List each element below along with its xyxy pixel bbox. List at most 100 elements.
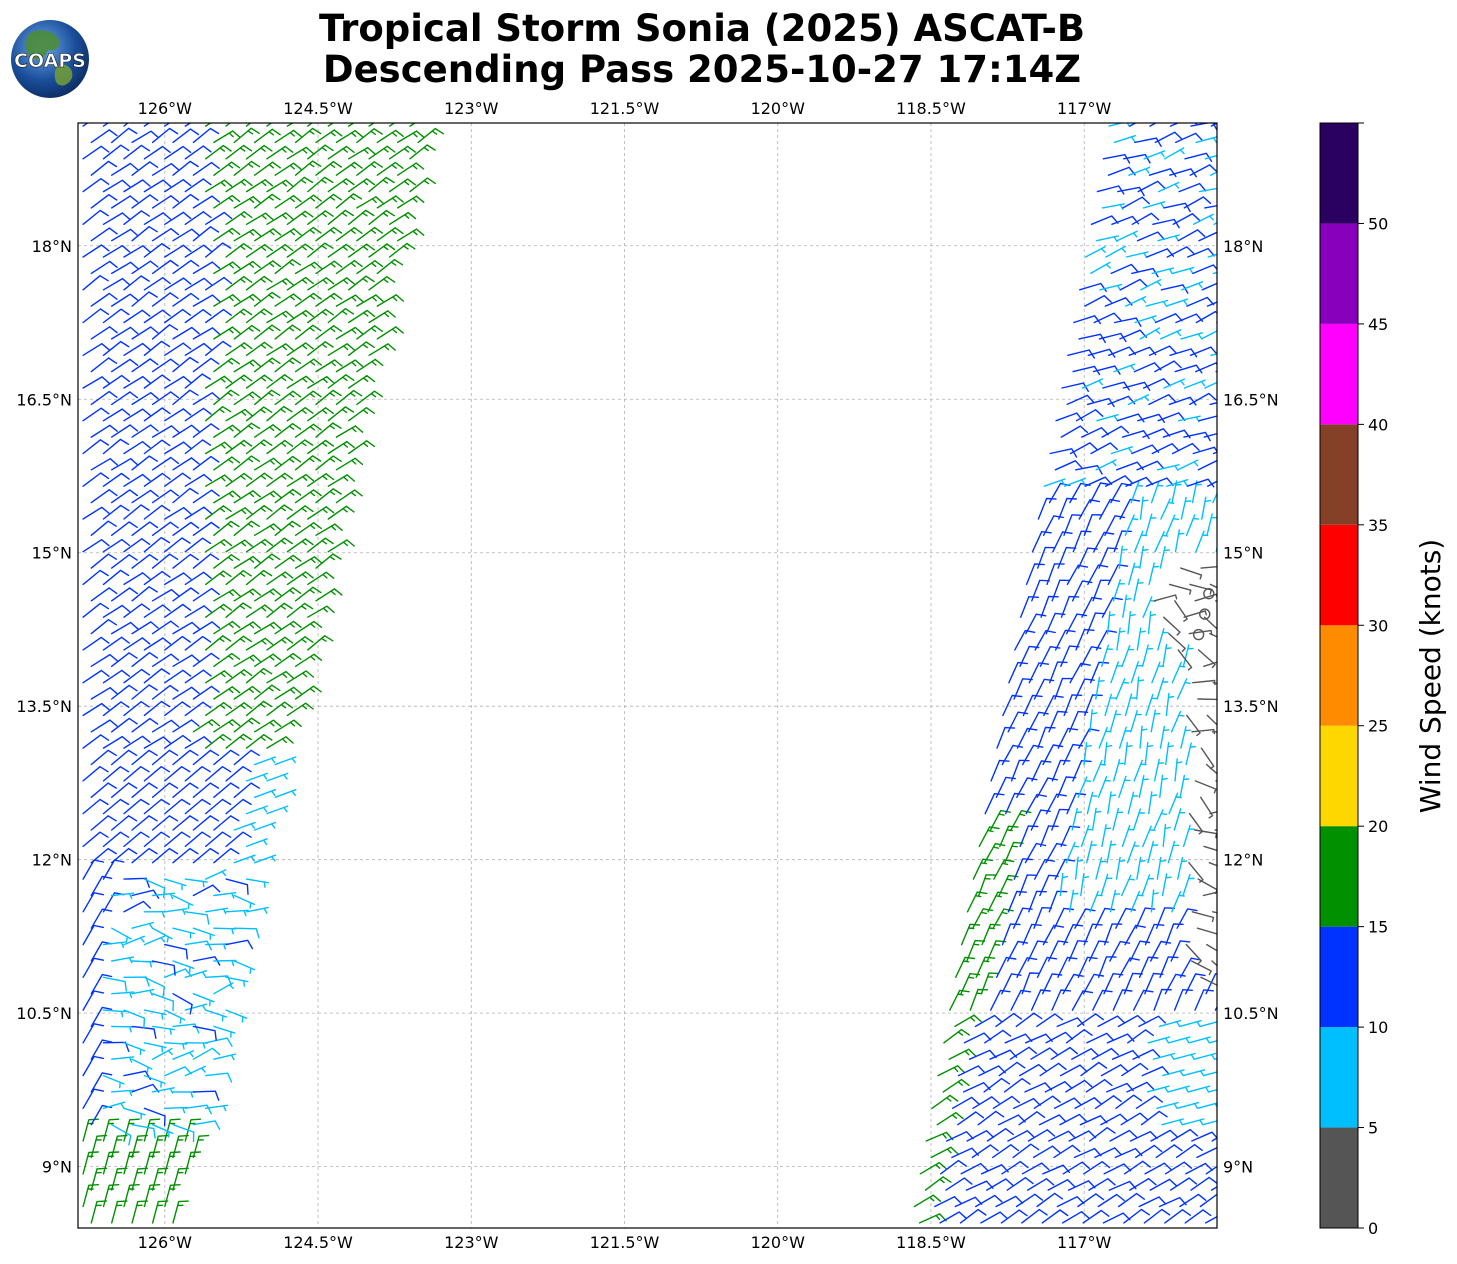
wind-barb: [102, 374, 130, 389]
wind-barb: [1195, 136, 1217, 144]
wind-barb: [266, 772, 289, 782]
wind-barb: [1201, 496, 1211, 520]
wind-barb: [409, 177, 436, 193]
wind-barb: [307, 341, 334, 356]
wind-barb: [143, 878, 166, 899]
wind-barb: [1084, 295, 1112, 307]
wind-barb: [1121, 824, 1135, 848]
wind-barb: [1095, 857, 1107, 880]
wind-barb: [184, 701, 212, 717]
wind-barb: [1171, 266, 1195, 275]
wind-barb: [356, 196, 384, 209]
wind-barb: [274, 228, 302, 242]
wind-barb: [143, 439, 171, 455]
wind-barb: [1154, 531, 1169, 553]
wind-barb: [949, 989, 970, 1011]
wind-barb: [213, 326, 241, 340]
wind-barb: [327, 209, 354, 225]
wind-barb: [1115, 907, 1136, 929]
wind-barb: [245, 212, 274, 225]
wind-barb: [1116, 413, 1145, 423]
wind-barb: [143, 340, 171, 356]
wind-barb: [1117, 186, 1145, 197]
wind-barb: [82, 343, 110, 356]
wind-barb: [90, 553, 117, 569]
wind-barb: [90, 1104, 113, 1126]
lat-label-right: 13.5°N: [1223, 697, 1279, 716]
wind-barb: [225, 276, 253, 291]
wind-barb: [376, 294, 405, 307]
wind-barb: [1139, 496, 1149, 520]
wind-barb: [205, 670, 233, 684]
wind-barb: [1125, 296, 1147, 307]
wind-barb: [1071, 580, 1093, 602]
wind-barb: [975, 1194, 1003, 1208]
lat-label-left: 10.5°N: [16, 1004, 72, 1023]
wind-barb: [992, 1144, 1020, 1159]
wind-barb: [1164, 1161, 1193, 1175]
wind-barb: [1094, 1095, 1122, 1109]
wind-barb: [1209, 583, 1217, 589]
wind-barb: [1057, 727, 1079, 749]
wind-barb: [327, 440, 355, 455]
wind-barb: [1185, 514, 1200, 536]
wind-barb: [1191, 480, 1202, 504]
wind-barb: [1165, 742, 1174, 766]
wind-barb: [274, 686, 302, 700]
wind-barb: [286, 571, 314, 586]
wind-barb: [172, 228, 200, 242]
wind-barb: [233, 821, 256, 831]
wind-barb: [1163, 202, 1191, 213]
wind-barb: [213, 389, 240, 406]
wind-barb: [233, 160, 261, 176]
wind-barb: [376, 259, 404, 275]
wind-barb: [1214, 1057, 1217, 1060]
wind-barb: [1192, 446, 1217, 455]
wind-barb: [1115, 856, 1126, 880]
wind-barb: [1086, 1032, 1115, 1044]
wind-barb: [1140, 1110, 1168, 1126]
wind-barb: [192, 489, 220, 504]
wind-barb: [225, 243, 253, 258]
colorbar-bin: [1320, 1027, 1358, 1128]
wind-barb: [151, 292, 179, 307]
wind-barb: [111, 956, 135, 964]
wind-barb: [1047, 1179, 1076, 1191]
wind-barb: [123, 1118, 140, 1142]
wind-barb: [184, 1042, 208, 1049]
wind-barb: [286, 602, 314, 618]
wind-barb: [335, 294, 364, 307]
wind-barb: [102, 123, 110, 127]
wind-barb: [151, 653, 180, 667]
wind-barb: [233, 391, 261, 406]
wind-barb: [151, 1047, 173, 1060]
wind-barb: [274, 293, 302, 307]
wind-barb: [1215, 600, 1217, 602]
wind-barb: [1101, 824, 1112, 848]
wind-barb: [966, 1130, 995, 1142]
wind-barb: [205, 1104, 229, 1112]
wind-barb: [205, 733, 232, 749]
wind-barb: [131, 782, 158, 798]
wind-barb: [213, 927, 237, 935]
wind-barb: [1053, 907, 1074, 929]
wind-barb: [172, 160, 199, 176]
wind-barb: [164, 1009, 186, 1024]
wind-barb: [356, 325, 383, 340]
wind-barb: [1188, 812, 1204, 835]
wind-barb: [233, 854, 256, 864]
wind-barb: [1153, 758, 1165, 782]
wind-barb: [1212, 911, 1217, 914]
wind-barb: [1198, 187, 1217, 193]
wind-barb: [172, 292, 200, 307]
wind-barb: [1184, 1209, 1212, 1224]
wind-barb: [184, 1065, 206, 1077]
wind-barb: [1123, 1160, 1151, 1175]
wind-barb: [1118, 775, 1131, 798]
wind-barb: [131, 226, 158, 242]
colorbar-tick-label: 45: [1368, 315, 1388, 334]
wind-barb: [1043, 478, 1066, 487]
wind-barb: [1212, 491, 1217, 504]
wind-barb: [939, 1211, 967, 1224]
wind-barb: [294, 292, 322, 307]
